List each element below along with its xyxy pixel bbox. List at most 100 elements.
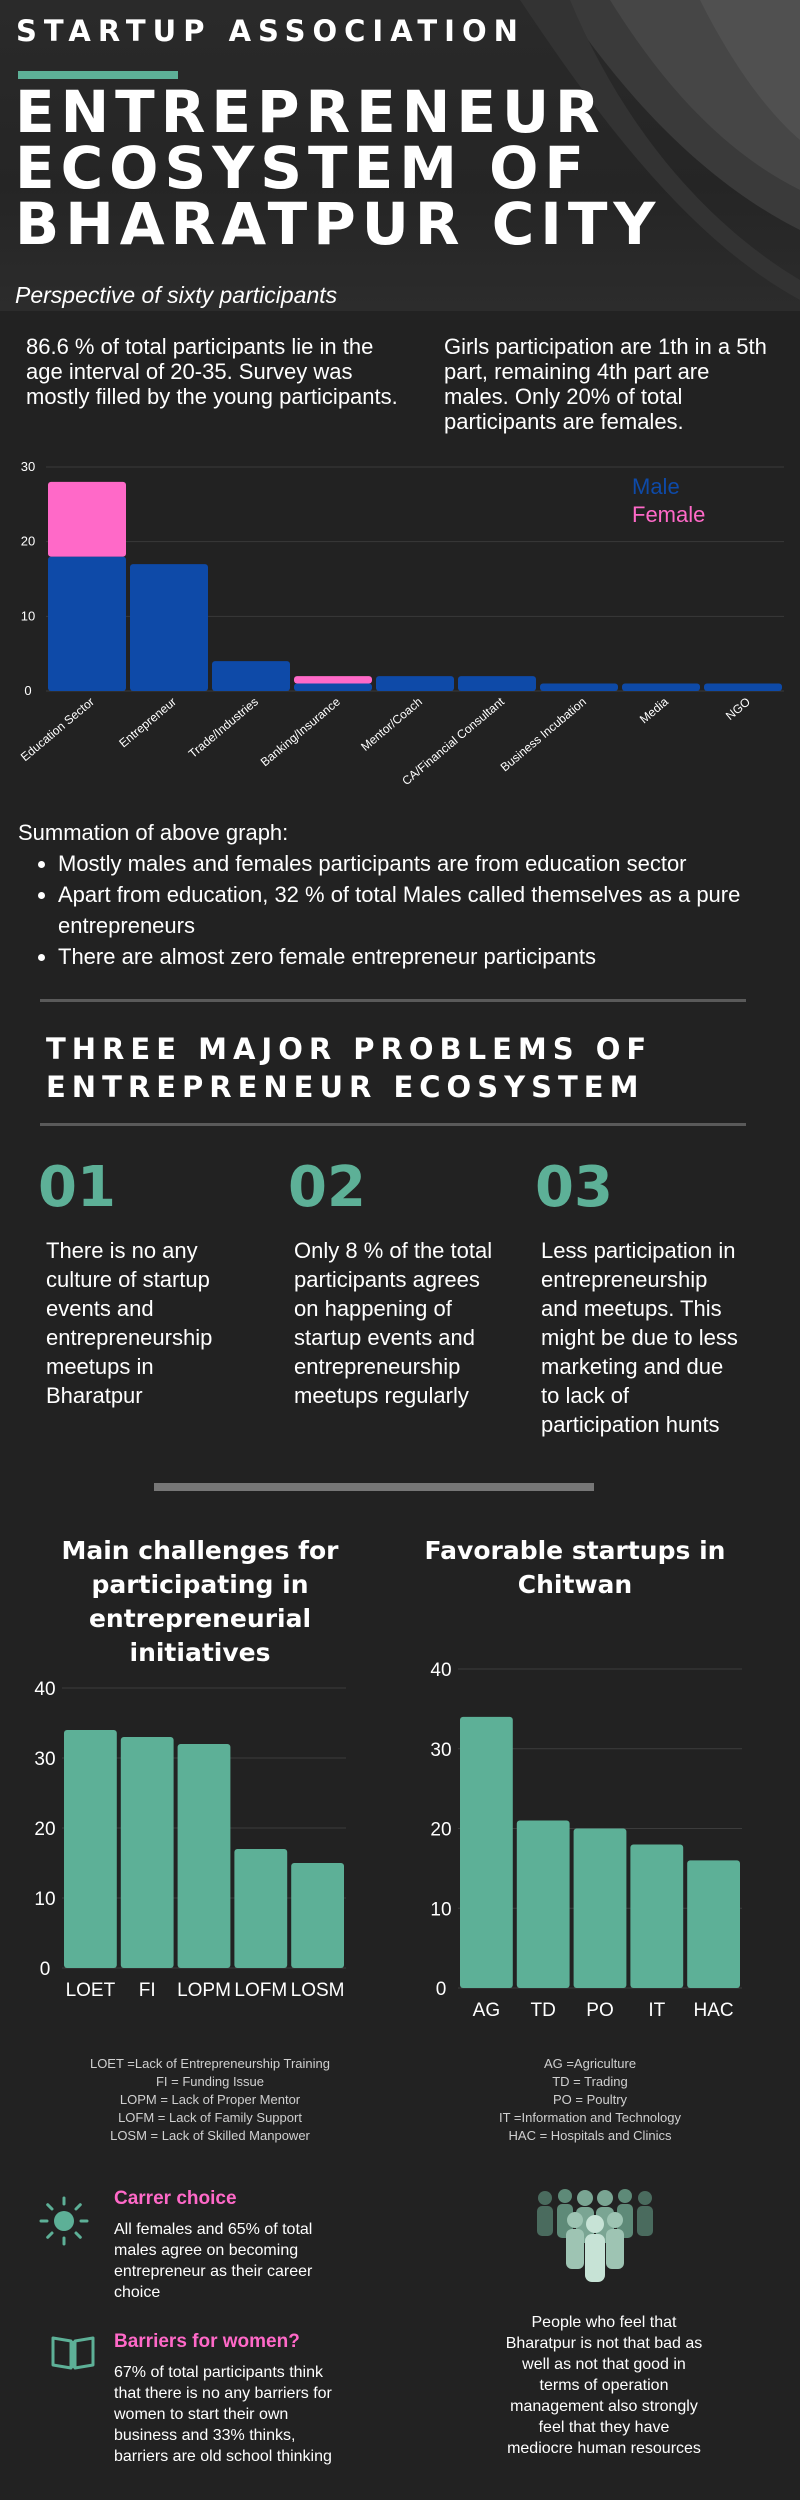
people-group-icon xyxy=(537,2189,653,2282)
problem-text: Less participation in entrepreneurship a… xyxy=(541,1238,738,1437)
y-tick-label: 10 xyxy=(430,1899,451,1920)
summary-item: Mostly males and females participants ar… xyxy=(58,848,788,879)
y-tick-label: 0 xyxy=(436,1979,447,2000)
bar-male xyxy=(212,661,290,691)
x-tick-label: Media xyxy=(637,694,671,726)
career-text: All females and 65% of total males agree… xyxy=(114,2221,313,2301)
org-name: STARTUP ASSOCIATION xyxy=(16,14,525,48)
y-tick-label: 0 xyxy=(40,1959,51,1980)
hero-background-art xyxy=(520,0,800,300)
legend-line: TD = Trading xyxy=(552,2074,628,2089)
legend-line: LOPM = Lack of Proper Mentor xyxy=(119,2092,301,2107)
summary-heading: Summation of above graph: xyxy=(18,820,289,845)
x-tick-label: NGO xyxy=(723,695,753,723)
y-tick-label: 20 xyxy=(430,1820,451,1841)
y-tick-label: 10 xyxy=(34,1889,55,1910)
title-line: ENTREPRENEUR xyxy=(15,78,606,146)
divider xyxy=(40,1123,746,1126)
x-tick-label: Business Incubation xyxy=(498,695,589,775)
legend-line: IT =Information and Technology xyxy=(499,2110,681,2125)
x-tick-label: PO xyxy=(586,2000,613,2021)
x-tick-label: Trade/Industries xyxy=(186,695,261,761)
x-tick-label: Education Sector xyxy=(18,695,97,764)
legend-entry: Male xyxy=(632,474,680,499)
x-tick-label: Banking/Insurance xyxy=(258,694,343,769)
bar-male xyxy=(48,556,126,691)
x-tick-label: LOET xyxy=(66,1980,116,2001)
barriers-text: 67% of total participants think that the… xyxy=(114,2364,332,2465)
x-tick-label: AG xyxy=(473,2000,500,2021)
x-tick-label: TD xyxy=(531,2000,556,2021)
title-line: BHARATPUR CITY xyxy=(15,190,662,258)
divider xyxy=(40,999,746,1002)
legend-entry: Female xyxy=(632,502,705,527)
hero-header: STARTUP ASSOCIATION ENTREPRENEUR ECOSYST… xyxy=(0,0,800,311)
legend-line: LOET =Lack of Entrepreneurship Training xyxy=(89,2056,331,2071)
age-stat: 86.6 % of total participants lie in the … xyxy=(26,334,398,409)
bar xyxy=(516,1820,570,1988)
y-tick-label: 30 xyxy=(430,1740,451,1761)
tagline: Perspective of sixty participants xyxy=(15,282,338,308)
bar xyxy=(573,1828,627,1988)
page-title: ENTREPRENEUR ECOSYSTEM OF BHARATPUR CITY xyxy=(15,78,775,258)
y-tick-label: 40 xyxy=(430,1660,451,1681)
y-tick-label: 0 xyxy=(24,683,31,698)
bar xyxy=(460,1716,513,1988)
x-tick-label: Entrepreneur xyxy=(116,695,179,751)
bar-male xyxy=(294,683,372,691)
problem-text: There is no any culture of startup event… xyxy=(46,1238,213,1408)
sun-icon xyxy=(39,2196,89,2246)
x-tick-label: LOSM xyxy=(291,1980,345,2001)
people-text: People who feel that Bharatpur is not th… xyxy=(505,2314,703,2457)
y-tick-label: 30 xyxy=(34,1749,55,1770)
bar xyxy=(177,1744,231,1968)
bar-male xyxy=(376,676,454,691)
x-tick-label: FI xyxy=(139,1980,156,2001)
problems-heading: THREE MAJOR PROBLEMS OF ENTREPRENEUR ECO… xyxy=(46,1030,652,1106)
career-title: Carrer choice xyxy=(114,2188,237,2209)
bar xyxy=(291,1863,344,1968)
y-tick-label: 40 xyxy=(34,1679,55,1700)
legend-line: LOSM = Lack of Skilled Manpower xyxy=(110,2128,310,2143)
bar-male xyxy=(458,676,536,691)
bar-male xyxy=(540,683,618,691)
heading-line: THREE MAJOR PROBLEMS OF xyxy=(46,1032,653,1066)
summary-item: Apart from education, 32 % of total Male… xyxy=(58,879,788,941)
challenges-legend: LOET =Lack of Entrepreneurship Training … xyxy=(40,2055,380,2145)
startups-chart-title: Favorable startups in Chitwan xyxy=(424,1536,726,1599)
x-tick-label: Mentor/Coach xyxy=(358,695,425,754)
heading-line: ENTREPRENEUR ECOSYSTEM xyxy=(46,1070,645,1104)
legend-line: FI = Funding Issue xyxy=(155,2074,265,2089)
bar-male xyxy=(622,683,700,691)
bar-female xyxy=(48,481,126,557)
divider xyxy=(154,1483,594,1491)
problem-number: 01 xyxy=(38,1155,116,1220)
bar-male xyxy=(704,683,782,691)
barriers-title: Barriers for women? xyxy=(114,2331,300,2352)
x-tick-label: HAC xyxy=(694,2000,734,2021)
summary-item: There are almost zero female entrepreneu… xyxy=(58,941,788,972)
y-tick-label: 10 xyxy=(21,608,35,623)
legend-line: AG =Agriculture xyxy=(543,2056,637,2071)
accent-bar xyxy=(18,71,178,79)
y-tick-label: 20 xyxy=(34,1819,55,1840)
bar xyxy=(64,1730,117,1968)
problem-text: Only 8 % of the total participants agree… xyxy=(294,1238,493,1408)
y-tick-label: 20 xyxy=(21,534,35,549)
challenges-chart-title: Main challenges for participating in ent… xyxy=(61,1536,339,1667)
graph-summary: Summation of above graph: Mostly males a… xyxy=(18,817,788,972)
problem-number: 03 xyxy=(535,1155,613,1220)
x-tick-label: IT xyxy=(648,2000,665,2021)
legend-line: LOFM = Lack of Family Support xyxy=(118,2110,302,2125)
x-tick-label: LOFM xyxy=(234,1980,287,2001)
bar-male xyxy=(130,564,208,691)
participants-sector-chart: 0 10 20 30 Education Sector Entrepreneur Trade… xyxy=(18,459,784,788)
bar xyxy=(630,1844,684,1988)
bar xyxy=(120,1737,174,1968)
bar xyxy=(687,1860,740,1988)
title-line: ECOSYSTEM OF xyxy=(15,134,591,202)
book-icon xyxy=(51,2336,95,2370)
summary-list: Mostly males and females participants ar… xyxy=(58,848,788,972)
bar-female xyxy=(294,676,372,684)
problem-number: 02 xyxy=(288,1155,366,1220)
